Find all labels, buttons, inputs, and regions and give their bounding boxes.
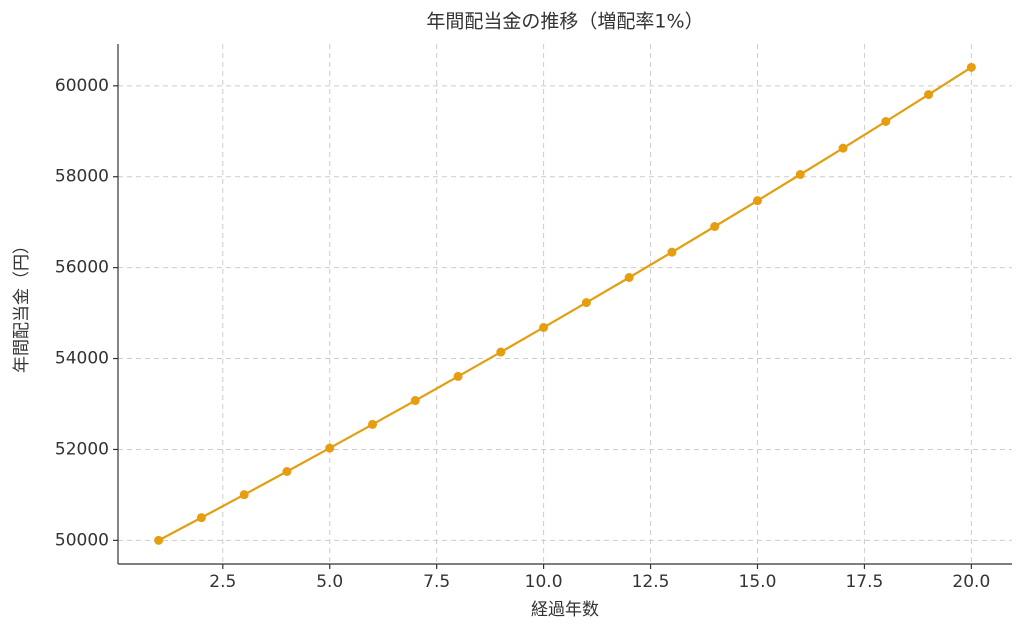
x-tick-label: 10.0 xyxy=(525,572,563,592)
y-tick-label: 58000 xyxy=(55,167,109,187)
data-point xyxy=(881,117,891,126)
series-line xyxy=(158,66,972,542)
data-point xyxy=(368,419,378,429)
data-point xyxy=(410,396,420,406)
data-point xyxy=(196,513,206,523)
data-point xyxy=(239,490,249,500)
x-tick-label: 5.0 xyxy=(316,572,343,592)
data-point xyxy=(752,196,762,206)
data-point xyxy=(924,90,934,100)
x-tick-label: 20.0 xyxy=(952,572,990,592)
data-point xyxy=(795,170,805,179)
chart-title: 年間配当金の推移（増配率1%） xyxy=(426,11,703,33)
data-point xyxy=(282,467,292,476)
data-point xyxy=(154,535,164,545)
data-point xyxy=(496,347,506,357)
data-point xyxy=(667,247,677,257)
x-tick-label: 2.5 xyxy=(209,572,236,592)
data-point xyxy=(581,298,591,308)
y-tick-label: 56000 xyxy=(55,258,109,278)
x-axis-label: 経過年数 xyxy=(531,600,599,620)
data-point xyxy=(838,143,848,153)
y-tick-label: 54000 xyxy=(55,349,109,369)
y-axis-label: 年間配当金（円） xyxy=(12,237,32,373)
y-tick-label: 52000 xyxy=(55,439,109,459)
data-point xyxy=(966,62,976,72)
x-tick-label: 15.0 xyxy=(739,572,777,592)
x-tick-label: 7.5 xyxy=(423,572,450,592)
x-tick-label: 17.5 xyxy=(845,572,883,592)
data-point xyxy=(624,273,634,282)
y-tick-label: 60000 xyxy=(55,76,109,96)
x-tick-label: 12.5 xyxy=(632,572,670,592)
data-point xyxy=(453,371,463,381)
data-point xyxy=(710,222,720,231)
data-point xyxy=(539,322,549,332)
data-point xyxy=(325,443,335,453)
y-tick-label: 50000 xyxy=(55,530,109,550)
